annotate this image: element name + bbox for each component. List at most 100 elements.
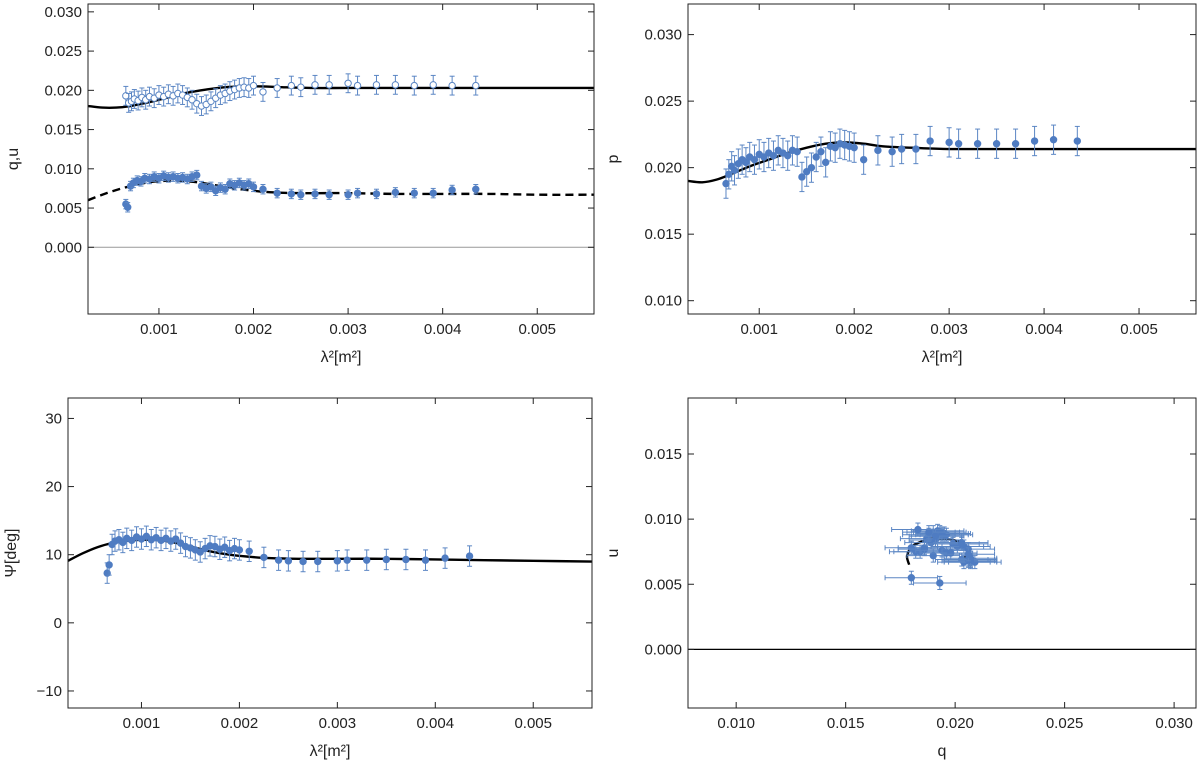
data-point [948,555,1002,570]
data-marker [353,81,362,90]
y-tick-label: 0.010 [44,161,82,178]
data-point [817,136,825,167]
data-marker [343,556,351,564]
data-point [874,135,882,166]
data-marker [945,138,953,147]
data-marker [947,549,955,557]
data-point [807,152,816,183]
data-marker [742,158,750,167]
data-marker [124,203,132,211]
data-marker [372,81,381,89]
data-marker [259,88,267,96]
data-marker [193,171,201,179]
data-marker [207,183,215,191]
y-tick-label: 0.020 [644,160,682,177]
data-point [410,75,418,96]
data-point [174,173,182,184]
x-tick-label: 0.001 [740,321,778,338]
data-point [221,536,229,558]
data-marker [914,525,922,534]
data-marker [793,147,801,156]
data-marker [142,532,151,541]
data-marker [196,548,204,556]
data-marker [273,84,281,92]
x-tick-label: 0.003 [329,321,367,338]
y-tick-label: −10 [37,683,62,700]
data-point [973,128,982,159]
y-tick-label: 0.005 [44,200,82,217]
data-point [260,546,268,569]
data-point [325,189,333,200]
data-point [259,81,267,102]
data-marker [1030,137,1039,145]
data-point [410,187,418,199]
data-point [402,548,410,571]
y-tick-label: 0.015 [644,226,682,243]
data-point [472,75,480,96]
data-point [382,548,391,571]
data-marker [929,551,937,560]
data-marker [448,186,456,194]
data-marker [402,555,410,564]
x-tick-label: 0.002 [221,715,259,732]
data-marker [235,546,244,554]
data-point [311,74,319,95]
data-point [159,86,168,107]
data-marker [287,190,296,198]
data-point [284,550,293,572]
data-marker [372,190,381,198]
y-axis-label: p [605,154,622,163]
data-point [884,570,939,585]
data-point [297,189,305,200]
data-marker [391,188,400,197]
data-point [769,140,778,171]
data-point [325,74,333,95]
x-axis-label: q [938,743,947,760]
y-tick-label: 0.000 [644,641,682,658]
data-point [150,171,158,182]
data-point [840,129,849,161]
data-point [750,144,759,175]
data-point [730,155,739,186]
panel-qu: 0.001 0.002 0.003 0.004 0.005 0.000 0.005 0.010… [5,3,595,366]
y-tick-label: 0.030 [44,4,82,21]
data-point [421,549,430,571]
data-marker [859,155,868,164]
data-point [124,202,132,213]
data-marker [769,151,778,160]
data-point [798,161,806,193]
data-point [913,575,967,590]
data-point [344,189,352,200]
data-point [145,86,154,107]
x-tick-label: 0.010 [717,715,755,732]
y-tick-label: 0 [54,615,62,632]
panel-p: 0.001 0.002 0.003 0.004 0.005 0.010 0.015 0.020… [605,3,1197,366]
x-axis-label: λ²[m²] [922,349,963,366]
x-tick-label: 0.005 [514,715,552,732]
data-marker [274,556,283,564]
x-tick-label: 0.001 [140,321,178,338]
data-point [746,141,754,173]
data-marker [249,81,258,90]
data-marker [363,556,371,564]
x-tick-label: 0.005 [518,321,556,338]
data-marker [325,81,333,89]
data-point [196,541,204,563]
data-point [127,529,136,552]
data-marker [472,81,480,90]
y-tick-label: 0.010 [644,511,682,528]
data-marker [314,557,322,566]
data-point [363,549,371,571]
data-marker [964,550,972,559]
data-marker [958,540,966,548]
y-tick-label: 30 [45,410,62,427]
data-point [831,132,839,163]
data-point [249,181,258,193]
data-point [941,547,996,562]
data-marker [421,556,430,564]
data-point [353,187,362,199]
y-tick-label: 0.025 [44,43,82,60]
series-u-data- [122,169,480,213]
data-marker [410,81,418,90]
